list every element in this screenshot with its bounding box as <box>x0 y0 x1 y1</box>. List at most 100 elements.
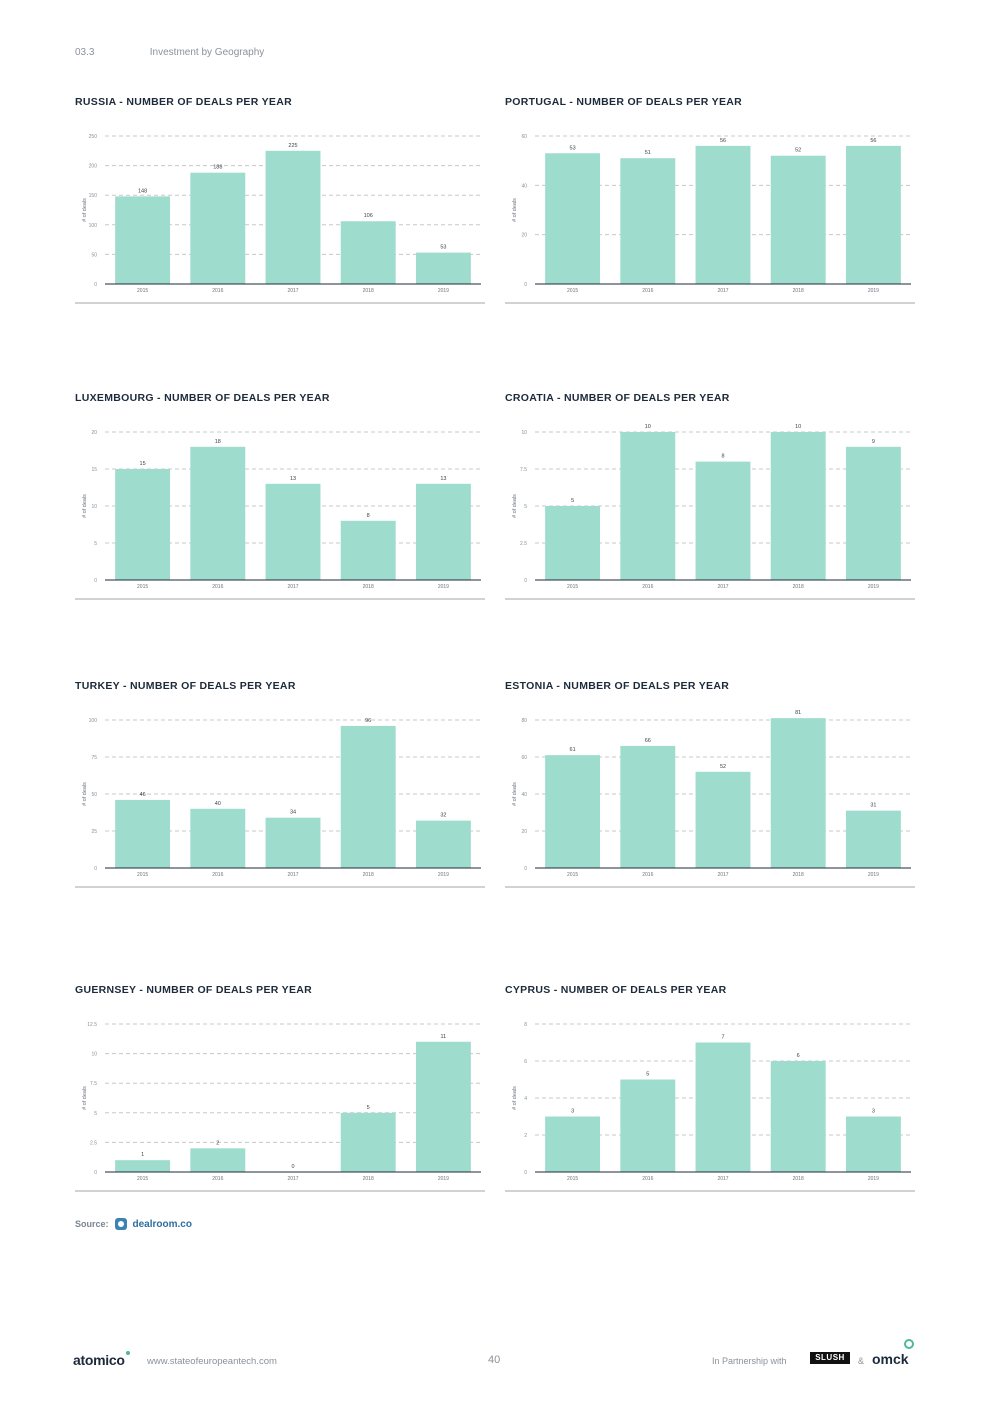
data-label: 8 <box>367 513 370 519</box>
y-tick-label: 0 <box>94 866 97 872</box>
y-tick-label: 2.5 <box>90 1140 97 1146</box>
chart-estonia: ESTONIA - NUMBER OF DEALS PER YEAR 0 20 40… <box>505 680 915 920</box>
data-label: 6 <box>797 1053 800 1059</box>
source-label: Source: <box>75 1219 109 1229</box>
bar <box>190 172 246 284</box>
data-label: 40 <box>215 801 221 807</box>
data-label: 3 <box>872 1109 875 1115</box>
x-tick-label: 2015 <box>137 1176 148 1182</box>
bar <box>770 432 826 580</box>
brand-name: atomico <box>73 1352 125 1368</box>
data-label: 52 <box>795 148 801 154</box>
bar <box>340 520 396 580</box>
omck-logo[interactable]: omck <box>872 1351 909 1367</box>
x-tick-label: 2016 <box>642 872 653 878</box>
x-tick-label: 2018 <box>363 584 374 590</box>
bar <box>115 196 171 284</box>
y-tick-label: 4 <box>524 1096 527 1102</box>
y-tick-label: 10 <box>91 504 97 510</box>
chart-svg: 0 20 40 60 80 # of deals 61 2015 66 2016 52 2017 81 2… <box>505 710 915 888</box>
x-tick-label: 2016 <box>212 288 223 294</box>
chart-title: RUSSIA - NUMBER OF DEALS PER YEAR <box>75 96 293 108</box>
chart-portugal: PORTUGAL - NUMBER OF DEALS PER YEAR 0 20 4… <box>505 96 915 336</box>
y-tick-label: 7.5 <box>90 1081 97 1087</box>
bar <box>265 150 321 284</box>
bar <box>190 446 246 580</box>
y-tick-label: 0 <box>94 282 97 288</box>
chart-title: TURKEY - NUMBER OF DEALS PER YEAR <box>75 680 296 692</box>
data-label: 1 <box>141 1152 144 1158</box>
x-tick-label: 2017 <box>287 1176 298 1182</box>
logo-dot-icon <box>125 1351 130 1355</box>
bar <box>545 506 601 580</box>
x-tick-label: 2019 <box>438 288 449 294</box>
y-tick-label: 25 <box>91 829 97 835</box>
partner-ampersand: & <box>858 1356 865 1366</box>
y-tick-label: 0 <box>524 282 527 288</box>
x-tick-label: 2015 <box>137 872 148 878</box>
bar <box>620 1079 676 1172</box>
bar <box>695 1042 751 1172</box>
x-tick-label: 2018 <box>793 872 804 878</box>
chart-svg: 0 2.5 5 7.5 10 12.5 # of deals 1 2015 2 2016 0 2017 5… <box>75 1022 485 1192</box>
x-tick-label: 2015 <box>567 288 578 294</box>
data-label: 53 <box>440 245 446 251</box>
y-tick-label: 20 <box>91 430 97 436</box>
y-tick-label: 10 <box>91 1052 97 1058</box>
x-tick-label: 2018 <box>363 288 374 294</box>
x-tick-label: 2015 <box>567 1176 578 1182</box>
y-tick-label: 6 <box>524 1059 527 1065</box>
data-label: 81 <box>795 710 801 716</box>
y-tick-label: 8 <box>524 1022 527 1028</box>
chart-title: PORTUGAL - NUMBER OF DEALS PER YEAR <box>505 96 743 108</box>
data-label: 225 <box>288 143 297 149</box>
slush-logo[interactable]: SLUSH <box>810 1352 850 1364</box>
y-tick-label: 200 <box>89 164 98 170</box>
y-tick-label: 0 <box>524 578 527 584</box>
bar <box>620 745 676 868</box>
chart-luxembourg: LUXEMBOURG - NUMBER OF DEALS PER YEAR 0 5… <box>75 392 485 632</box>
data-label: 13 <box>440 476 446 482</box>
data-label: 10 <box>645 424 651 430</box>
bar <box>695 461 751 580</box>
chart-svg: 0 20 40 60 # of deals 53 2015 51 2016 56 2017 52 201… <box>505 134 915 304</box>
x-tick-label: 2016 <box>212 584 223 590</box>
chart-svg: 0 25 50 75 100 # of deals 46 2015 40 2016 34 2017 96… <box>75 718 485 888</box>
data-label: 3 <box>571 1109 574 1115</box>
x-tick-label: 2019 <box>868 288 879 294</box>
data-label: 32 <box>440 813 446 819</box>
data-label: 15 <box>140 461 146 467</box>
x-tick-label: 2017 <box>287 288 298 294</box>
page-header: 03.3 Investment by Geography <box>75 47 264 58</box>
x-tick-label: 2016 <box>212 872 223 878</box>
x-tick-label: 2017 <box>717 1176 728 1182</box>
data-label: 7 <box>721 1035 724 1041</box>
atomico-logo[interactable]: atomico <box>73 1351 130 1368</box>
chart-svg: 0 50 100 150 200 250 # of deals 148 2015 188 2016 2… <box>75 134 485 304</box>
chart-title: CROATIA - NUMBER OF DEALS PER YEAR <box>505 392 730 404</box>
data-label: 34 <box>290 810 296 816</box>
y-tick-label: 2 <box>524 1133 527 1139</box>
data-label: 46 <box>140 792 146 798</box>
x-tick-label: 2017 <box>287 872 298 878</box>
data-label: 66 <box>645 738 651 744</box>
page-footer: atomico www.stateofeuropeantech.com 40 I… <box>0 1339 992 1375</box>
data-label: 188 <box>213 165 222 171</box>
y-tick-label: 0 <box>94 578 97 584</box>
chart-title: LUXEMBOURG - NUMBER OF DEALS PER YEAR <box>75 392 330 404</box>
section-title: Investment by Geography <box>149 47 265 58</box>
x-tick-label: 2019 <box>438 872 449 878</box>
y-tick-label: 2.5 <box>520 541 527 547</box>
bar <box>415 483 471 580</box>
x-tick-label: 2015 <box>567 872 578 878</box>
y-tick-label: 20 <box>521 829 527 835</box>
data-label: 5 <box>571 498 574 504</box>
y-tick-label: 60 <box>521 134 527 140</box>
x-tick-label: 2018 <box>363 1176 374 1182</box>
bar <box>340 221 396 284</box>
bar <box>845 1116 901 1172</box>
x-tick-label: 2018 <box>793 584 804 590</box>
x-tick-label: 2019 <box>868 584 879 590</box>
chart-turkey: TURKEY - NUMBER OF DEALS PER YEAR 0 25 50 7… <box>75 680 485 920</box>
footer-url-link[interactable]: www.stateofeuropeantech.com <box>147 1356 277 1367</box>
